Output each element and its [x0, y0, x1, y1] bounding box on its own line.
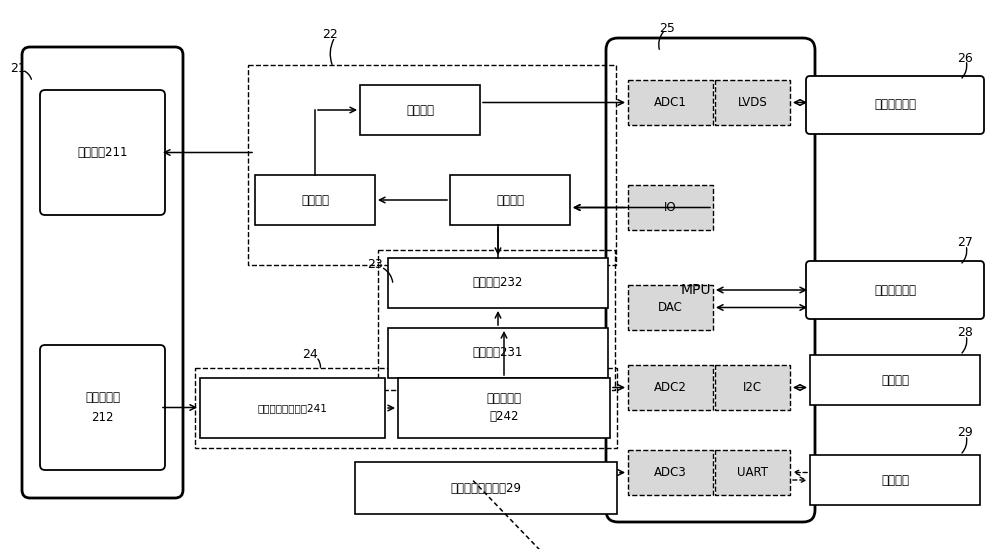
Text: 温度传感器: 温度传感器 [85, 391, 120, 404]
Text: ADC2: ADC2 [654, 381, 687, 394]
FancyBboxPatch shape [40, 345, 165, 470]
Text: MPU: MPU [680, 283, 711, 297]
Text: 驱动保护: 驱动保护 [496, 193, 524, 206]
Bar [195, 368, 617, 448]
Text: ADC3: ADC3 [654, 466, 687, 479]
Text: 自锁电路232: 自锁电路232 [473, 277, 523, 289]
Bar [388, 258, 608, 308]
Text: 语音提示模块: 语音提示模块 [874, 283, 916, 296]
Text: 21: 21 [10, 61, 26, 75]
Text: 发热装置211: 发热装置211 [77, 146, 128, 159]
Bar [810, 355, 980, 405]
Bar [715, 80, 790, 125]
Bar [628, 80, 713, 125]
Text: UART: UART [737, 466, 768, 479]
Text: 信号处理电: 信号处理电 [486, 393, 522, 406]
Text: 25: 25 [659, 21, 675, 35]
Text: 26: 26 [957, 52, 973, 64]
Text: 27: 27 [957, 237, 973, 249]
Text: 比较电路231: 比较电路231 [473, 346, 523, 360]
Bar [628, 450, 713, 495]
Bar [450, 175, 570, 225]
Text: 29: 29 [957, 427, 973, 440]
Bar [360, 85, 480, 135]
FancyBboxPatch shape [606, 38, 815, 522]
Text: DAC: DAC [658, 301, 683, 314]
Bar [398, 378, 610, 438]
Bar [715, 450, 790, 495]
FancyBboxPatch shape [40, 90, 165, 215]
Bar [200, 378, 385, 438]
FancyBboxPatch shape [806, 76, 984, 134]
Bar [255, 175, 375, 225]
Text: 基准温度检测模块29: 基准温度检测模块29 [450, 481, 522, 495]
Bar [378, 250, 615, 390]
FancyBboxPatch shape [806, 261, 984, 319]
Text: 温度信号提取电路241: 温度信号提取电路241 [258, 403, 327, 413]
Bar [355, 462, 617, 514]
Text: 23: 23 [367, 259, 383, 272]
Text: ADC1: ADC1 [654, 96, 687, 109]
Text: 22: 22 [322, 29, 338, 42]
Text: 储存模块: 储存模块 [881, 373, 909, 386]
Text: IO: IO [664, 201, 677, 214]
Text: 28: 28 [957, 327, 973, 339]
Text: 通信模块: 通信模块 [881, 473, 909, 486]
Text: 加热驱动: 加热驱动 [301, 193, 329, 206]
FancyBboxPatch shape [22, 47, 183, 498]
Bar [248, 65, 616, 265]
Bar [628, 185, 713, 230]
Text: I2C: I2C [743, 381, 762, 394]
Text: LVDS: LVDS [738, 96, 767, 109]
Bar [715, 365, 790, 410]
Bar [810, 455, 980, 505]
Text: 212: 212 [91, 411, 114, 424]
Text: 人机操作界面: 人机操作界面 [874, 98, 916, 111]
Bar [628, 365, 713, 410]
Text: 24: 24 [302, 349, 318, 361]
Text: 路242: 路242 [489, 411, 519, 423]
Text: 电流监测: 电流监测 [406, 104, 434, 116]
Bar [388, 328, 608, 378]
Bar [628, 285, 713, 330]
